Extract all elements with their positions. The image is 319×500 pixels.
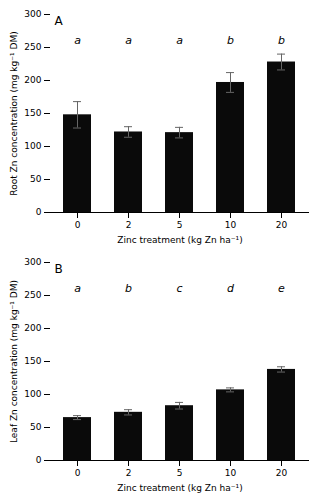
svg-text:200: 200	[24, 323, 41, 333]
svg-text:b: b	[125, 282, 132, 295]
svg-text:10: 10	[225, 468, 237, 478]
svg-text:10: 10	[225, 220, 237, 230]
svg-text:a: a	[125, 34, 132, 47]
svg-text:c: c	[176, 282, 182, 295]
svg-text:150: 150	[24, 108, 41, 118]
svg-text:b: b	[227, 34, 234, 47]
svg-text:0: 0	[36, 455, 42, 465]
svg-text:100: 100	[24, 141, 41, 151]
svg-text:Leaf Zn concentration (mg kg⁻¹: Leaf Zn concentration (mg kg⁻¹ DM)	[9, 280, 19, 443]
svg-text:a: a	[74, 282, 81, 295]
svg-text:150: 150	[24, 356, 41, 366]
svg-text:Root Zn concentration (mg kg⁻¹: Root Zn concentration (mg kg⁻¹ DM)	[9, 31, 19, 195]
svg-text:2: 2	[126, 468, 132, 478]
svg-text:0: 0	[36, 207, 42, 217]
svg-text:250: 250	[24, 290, 41, 300]
svg-text:B: B	[55, 262, 63, 276]
svg-text:d: d	[227, 282, 235, 295]
svg-text:Zinc treatment (kg Zn ha⁻¹): Zinc treatment (kg Zn ha⁻¹)	[117, 235, 242, 245]
svg-text:20: 20	[276, 220, 288, 230]
svg-text:250: 250	[24, 42, 41, 52]
svg-text:100: 100	[24, 389, 41, 399]
svg-text:0: 0	[75, 220, 81, 230]
svg-text:20: 20	[276, 468, 288, 478]
svg-text:300: 300	[24, 257, 41, 267]
svg-text:2: 2	[126, 220, 132, 230]
svg-text:300: 300	[24, 9, 41, 19]
svg-text:a: a	[176, 34, 183, 47]
svg-text:5: 5	[177, 220, 183, 230]
svg-text:5: 5	[177, 468, 183, 478]
svg-text:e: e	[278, 282, 285, 295]
svg-text:Zinc treatment (kg Zn ha⁻¹): Zinc treatment (kg Zn ha⁻¹)	[117, 483, 242, 493]
svg-text:200: 200	[24, 75, 41, 85]
svg-text:50: 50	[30, 174, 42, 184]
svg-text:50: 50	[30, 422, 42, 432]
svg-text:a: a	[74, 34, 81, 47]
svg-text:0: 0	[75, 468, 81, 478]
svg-text:b: b	[278, 34, 285, 47]
svg-text:A: A	[55, 14, 64, 28]
